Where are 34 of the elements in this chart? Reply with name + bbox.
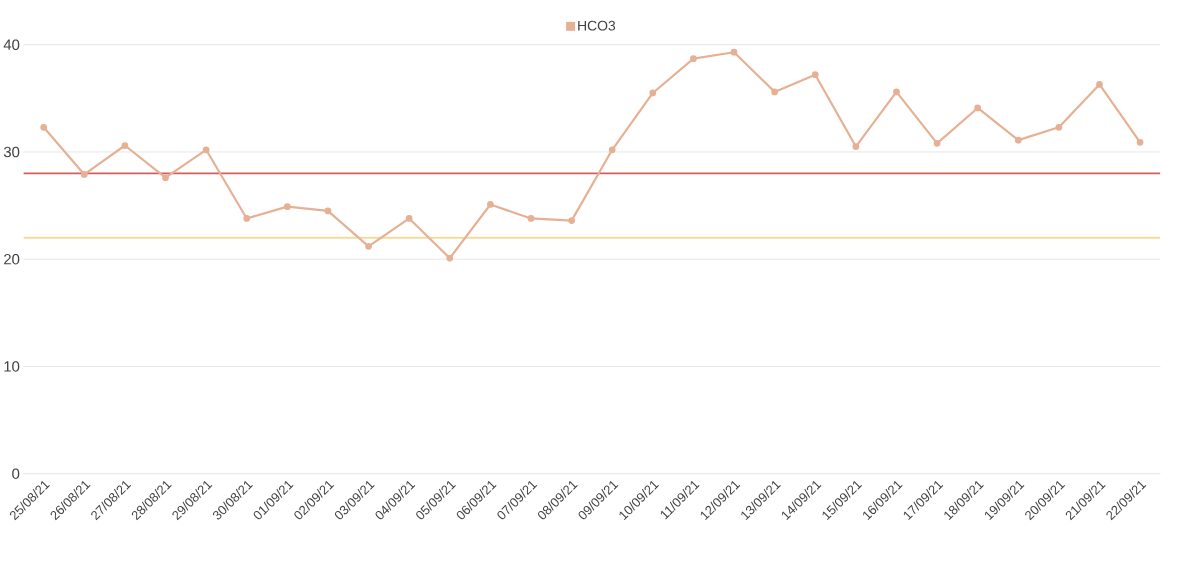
- point: [283, 203, 291, 210]
- y-tick-label: 30: [3, 146, 20, 158]
- point: [974, 104, 982, 112]
- point: [80, 171, 88, 178]
- y-tick-label: 10: [4, 361, 20, 372]
- point: [365, 242, 372, 250]
- point: [1014, 136, 1022, 144]
- point: [405, 215, 413, 222]
- point: [811, 71, 819, 79]
- point: [40, 123, 48, 131]
- legend-label: HCO3: [578, 20, 616, 31]
- point: [1136, 138, 1144, 146]
- point: [893, 88, 900, 96]
- y-tick-label: 0: [12, 468, 20, 479]
- point: [852, 143, 860, 150]
- point: [608, 146, 616, 154]
- point: [324, 207, 332, 215]
- y-tick-label: 20: [4, 253, 20, 265]
- point: [649, 89, 657, 97]
- point: [202, 146, 210, 154]
- point: [730, 48, 738, 56]
- y-tick-label: 40: [3, 39, 20, 50]
- point: [162, 174, 169, 181]
- point: [690, 55, 697, 62]
- point: [527, 215, 535, 222]
- point: [1096, 80, 1103, 88]
- point: [1055, 123, 1063, 131]
- point: [446, 254, 454, 262]
- point: [487, 201, 494, 208]
- point: [568, 217, 575, 224]
- point: [771, 88, 779, 96]
- point: [121, 142, 129, 149]
- point: [933, 139, 941, 147]
- point: [243, 215, 251, 222]
